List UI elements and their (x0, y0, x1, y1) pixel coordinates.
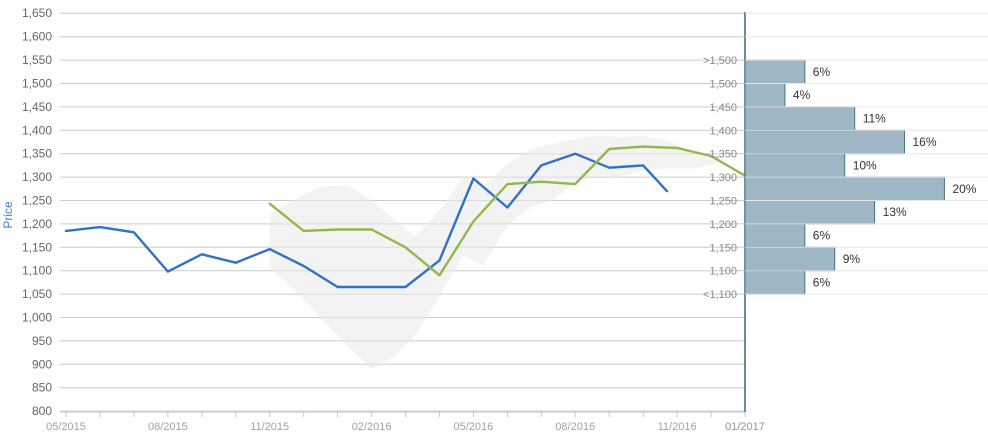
svg-text:6%: 6% (813, 229, 831, 243)
svg-text:1,400: 1,400 (709, 125, 737, 137)
svg-text:1,400: 1,400 (22, 123, 52, 137)
svg-text:1,450: 1,450 (709, 102, 737, 114)
svg-text:08/2015: 08/2015 (148, 421, 188, 433)
svg-text:1,150: 1,150 (22, 240, 52, 254)
svg-text:11/2015: 11/2015 (250, 421, 289, 433)
svg-text:950: 950 (32, 334, 52, 348)
svg-text:1,150: 1,150 (709, 242, 737, 254)
svg-text:1,350: 1,350 (22, 147, 52, 161)
svg-text:850: 850 (32, 381, 52, 395)
svg-text:6%: 6% (813, 275, 831, 289)
svg-text:05/2016: 05/2016 (454, 421, 494, 433)
svg-text:6%: 6% (813, 65, 831, 79)
svg-text:1,300: 1,300 (22, 170, 52, 184)
svg-text:9%: 9% (843, 252, 861, 266)
svg-text:1,350: 1,350 (709, 149, 737, 161)
svg-text:800: 800 (32, 404, 52, 418)
svg-text:1,100: 1,100 (22, 264, 52, 278)
svg-text:1,250: 1,250 (709, 196, 737, 208)
svg-text:11%: 11% (863, 112, 886, 126)
svg-text:1,500: 1,500 (709, 79, 737, 91)
svg-text:1,100: 1,100 (709, 266, 737, 278)
svg-text:Price: Price (1, 201, 15, 229)
svg-text:08/2016: 08/2016 (555, 421, 595, 433)
svg-text:1,500: 1,500 (22, 77, 52, 91)
svg-text:1,250: 1,250 (22, 194, 52, 208)
svg-text:16%: 16% (913, 135, 937, 149)
svg-text:900: 900 (32, 357, 52, 371)
svg-text:05/2015: 05/2015 (46, 421, 86, 433)
svg-text:<1,100: <1,100 (703, 289, 737, 301)
svg-text:1,200: 1,200 (22, 217, 52, 231)
svg-text:20%: 20% (952, 182, 976, 196)
svg-text:1,050: 1,050 (22, 287, 52, 301)
svg-text:10%: 10% (853, 158, 877, 172)
svg-text:4%: 4% (793, 88, 811, 102)
svg-text:11/2016: 11/2016 (658, 421, 697, 433)
svg-text:1,650: 1,650 (22, 6, 52, 20)
svg-text:1,300: 1,300 (709, 172, 737, 184)
svg-text:1,450: 1,450 (22, 100, 52, 114)
svg-text:1,550: 1,550 (22, 53, 52, 67)
svg-text:>1,500: >1,500 (703, 55, 737, 67)
svg-text:1,000: 1,000 (22, 311, 52, 325)
svg-text:01/2017: 01/2017 (725, 421, 765, 433)
svg-text:1,200: 1,200 (709, 219, 737, 231)
svg-text:1,600: 1,600 (22, 30, 52, 44)
svg-text:13%: 13% (883, 205, 907, 219)
svg-text:02/2016: 02/2016 (352, 421, 392, 433)
